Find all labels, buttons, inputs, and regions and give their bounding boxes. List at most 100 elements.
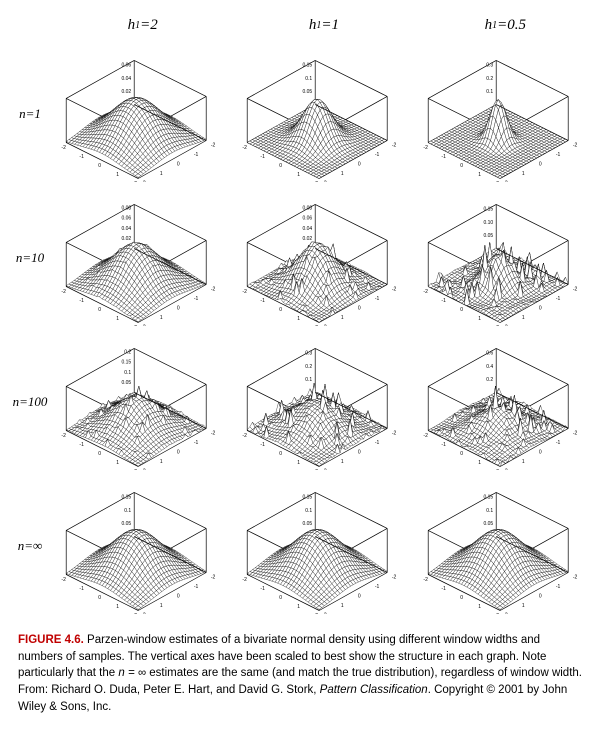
svg-text:0.06: 0.06 bbox=[302, 215, 312, 221]
svg-text:1: 1 bbox=[297, 315, 300, 321]
svg-text:2: 2 bbox=[134, 324, 137, 325]
svg-text:0.10: 0.10 bbox=[484, 219, 494, 225]
plot-r1-c0: 0.02 0.04 0.06 0.08 -2 -1 0 1 2 -2 -1 0 1 2 bbox=[54, 188, 231, 328]
svg-text:2: 2 bbox=[143, 180, 146, 181]
svg-text:2: 2 bbox=[505, 324, 508, 325]
svg-text:2: 2 bbox=[497, 180, 500, 181]
svg-text:0.04: 0.04 bbox=[121, 75, 131, 81]
svg-text:0.04: 0.04 bbox=[302, 225, 312, 231]
svg-text:0: 0 bbox=[98, 450, 101, 456]
col-header-2: h1=0.5 bbox=[417, 10, 594, 40]
caption-book: Pattern Classification bbox=[320, 684, 428, 696]
svg-text:0.05: 0.05 bbox=[484, 233, 494, 239]
svg-text:0.15: 0.15 bbox=[302, 62, 312, 68]
svg-text:0: 0 bbox=[539, 161, 542, 167]
plot-r2-c0: 0.050.10.150.2-2-1012-2-1012 bbox=[54, 332, 231, 472]
plot-r1-c2: 0.050.100.15-2-1012-2-1012 bbox=[417, 188, 594, 328]
svg-text:-1: -1 bbox=[260, 153, 265, 159]
plot-r3-c1: 0.050.10.15-2-1012-2-1012 bbox=[235, 476, 412, 616]
svg-text:0: 0 bbox=[358, 161, 361, 167]
svg-text:-2: -2 bbox=[392, 142, 397, 148]
svg-text:0.08: 0.08 bbox=[302, 205, 312, 211]
svg-text:-1: -1 bbox=[556, 296, 561, 302]
svg-text:0.02: 0.02 bbox=[121, 236, 131, 242]
svg-text:0: 0 bbox=[358, 305, 361, 311]
svg-text:0.2: 0.2 bbox=[305, 363, 312, 369]
svg-text:-2: -2 bbox=[61, 288, 66, 294]
svg-text:0.1: 0.1 bbox=[487, 89, 494, 95]
svg-text:-2: -2 bbox=[211, 142, 216, 148]
svg-text:0.05: 0.05 bbox=[302, 89, 312, 95]
svg-text:1: 1 bbox=[160, 315, 163, 321]
svg-text:0: 0 bbox=[461, 306, 464, 312]
row-header-0: n=1 bbox=[10, 44, 50, 184]
svg-text:1: 1 bbox=[297, 171, 300, 177]
svg-text:1: 1 bbox=[341, 171, 344, 177]
svg-text:0: 0 bbox=[177, 161, 180, 167]
svg-text:0: 0 bbox=[279, 162, 282, 168]
svg-text:-2: -2 bbox=[61, 432, 66, 438]
col-header-0: h1=2 bbox=[54, 10, 231, 40]
svg-text:0: 0 bbox=[98, 306, 101, 312]
svg-text:1: 1 bbox=[479, 315, 482, 321]
svg-text:2: 2 bbox=[324, 324, 327, 325]
plot-r3-c2: 0.050.10.15-2-1012-2-1012 bbox=[417, 476, 594, 616]
svg-text:0.3: 0.3 bbox=[487, 62, 494, 68]
grid-corner bbox=[10, 10, 50, 40]
svg-text:2: 2 bbox=[497, 324, 500, 325]
svg-text:0.02: 0.02 bbox=[302, 236, 312, 242]
svg-text:-2: -2 bbox=[242, 144, 247, 150]
svg-text:0.15: 0.15 bbox=[121, 359, 131, 365]
svg-text:1: 1 bbox=[522, 315, 525, 321]
plot-r0-c0: 0.020.040.06-2-1012-2-1012 bbox=[54, 44, 231, 184]
svg-text:0: 0 bbox=[177, 305, 180, 311]
plot-r1-c1: 0.020.040.060.08-2-1012-2-1012 bbox=[235, 188, 412, 328]
svg-text:2: 2 bbox=[505, 180, 508, 181]
svg-text:-2: -2 bbox=[211, 430, 216, 436]
svg-text:2: 2 bbox=[134, 180, 137, 181]
svg-text:0.1: 0.1 bbox=[124, 369, 131, 375]
plot-grid: h1=2h1=1h1=0.5 n=1 0.02 0.04 0.06 -2 -1 0 1 2 -2 -1… bbox=[10, 10, 594, 616]
svg-text:2: 2 bbox=[143, 324, 146, 325]
svg-text:-1: -1 bbox=[79, 297, 84, 303]
svg-text:1: 1 bbox=[116, 171, 119, 177]
plot-r3-c0: 0.050.10.15-2-1012-2-1012 bbox=[54, 476, 231, 616]
plot-r2-c2: 0.20.40.6-2-1012-2-1012 bbox=[417, 332, 594, 472]
svg-text:0: 0 bbox=[177, 449, 180, 455]
svg-text:-2: -2 bbox=[392, 286, 397, 292]
svg-text:0.04: 0.04 bbox=[121, 225, 131, 231]
figure-label: FIGURE 4.6. bbox=[18, 634, 84, 646]
svg-text:0: 0 bbox=[539, 305, 542, 311]
svg-text:2: 2 bbox=[315, 324, 318, 325]
svg-text:-1: -1 bbox=[194, 296, 199, 302]
svg-text:0.2: 0.2 bbox=[487, 75, 494, 81]
svg-text:0.06: 0.06 bbox=[121, 215, 131, 221]
svg-text:-1: -1 bbox=[79, 153, 84, 159]
svg-text:-2: -2 bbox=[573, 142, 578, 148]
svg-text:-2: -2 bbox=[573, 286, 578, 292]
svg-text:0.1: 0.1 bbox=[305, 75, 312, 81]
svg-text:0: 0 bbox=[98, 162, 101, 168]
svg-text:0.08: 0.08 bbox=[121, 205, 131, 211]
svg-text:-2: -2 bbox=[242, 288, 247, 294]
svg-text:0.1: 0.1 bbox=[305, 377, 312, 383]
svg-text:-1: -1 bbox=[260, 297, 265, 303]
svg-text:0.2: 0.2 bbox=[124, 349, 131, 355]
svg-text:2: 2 bbox=[134, 468, 137, 469]
svg-text:-1: -1 bbox=[79, 441, 84, 447]
col-header-1: h1=1 bbox=[235, 10, 412, 40]
svg-text:0.02: 0.02 bbox=[121, 89, 131, 95]
svg-text:1: 1 bbox=[479, 171, 482, 177]
row-header-2: n=100 bbox=[10, 332, 50, 472]
svg-text:-1: -1 bbox=[442, 153, 447, 159]
svg-text:2: 2 bbox=[143, 468, 146, 469]
svg-text:-1: -1 bbox=[194, 440, 199, 446]
svg-text:-2: -2 bbox=[211, 286, 216, 292]
svg-text:0: 0 bbox=[461, 162, 464, 168]
svg-text:0.3: 0.3 bbox=[305, 350, 312, 356]
svg-text:1: 1 bbox=[116, 315, 119, 321]
svg-text:1: 1 bbox=[116, 459, 119, 465]
svg-text:1: 1 bbox=[160, 171, 163, 177]
svg-text:-2: -2 bbox=[61, 144, 66, 150]
svg-text:-2: -2 bbox=[424, 144, 429, 150]
